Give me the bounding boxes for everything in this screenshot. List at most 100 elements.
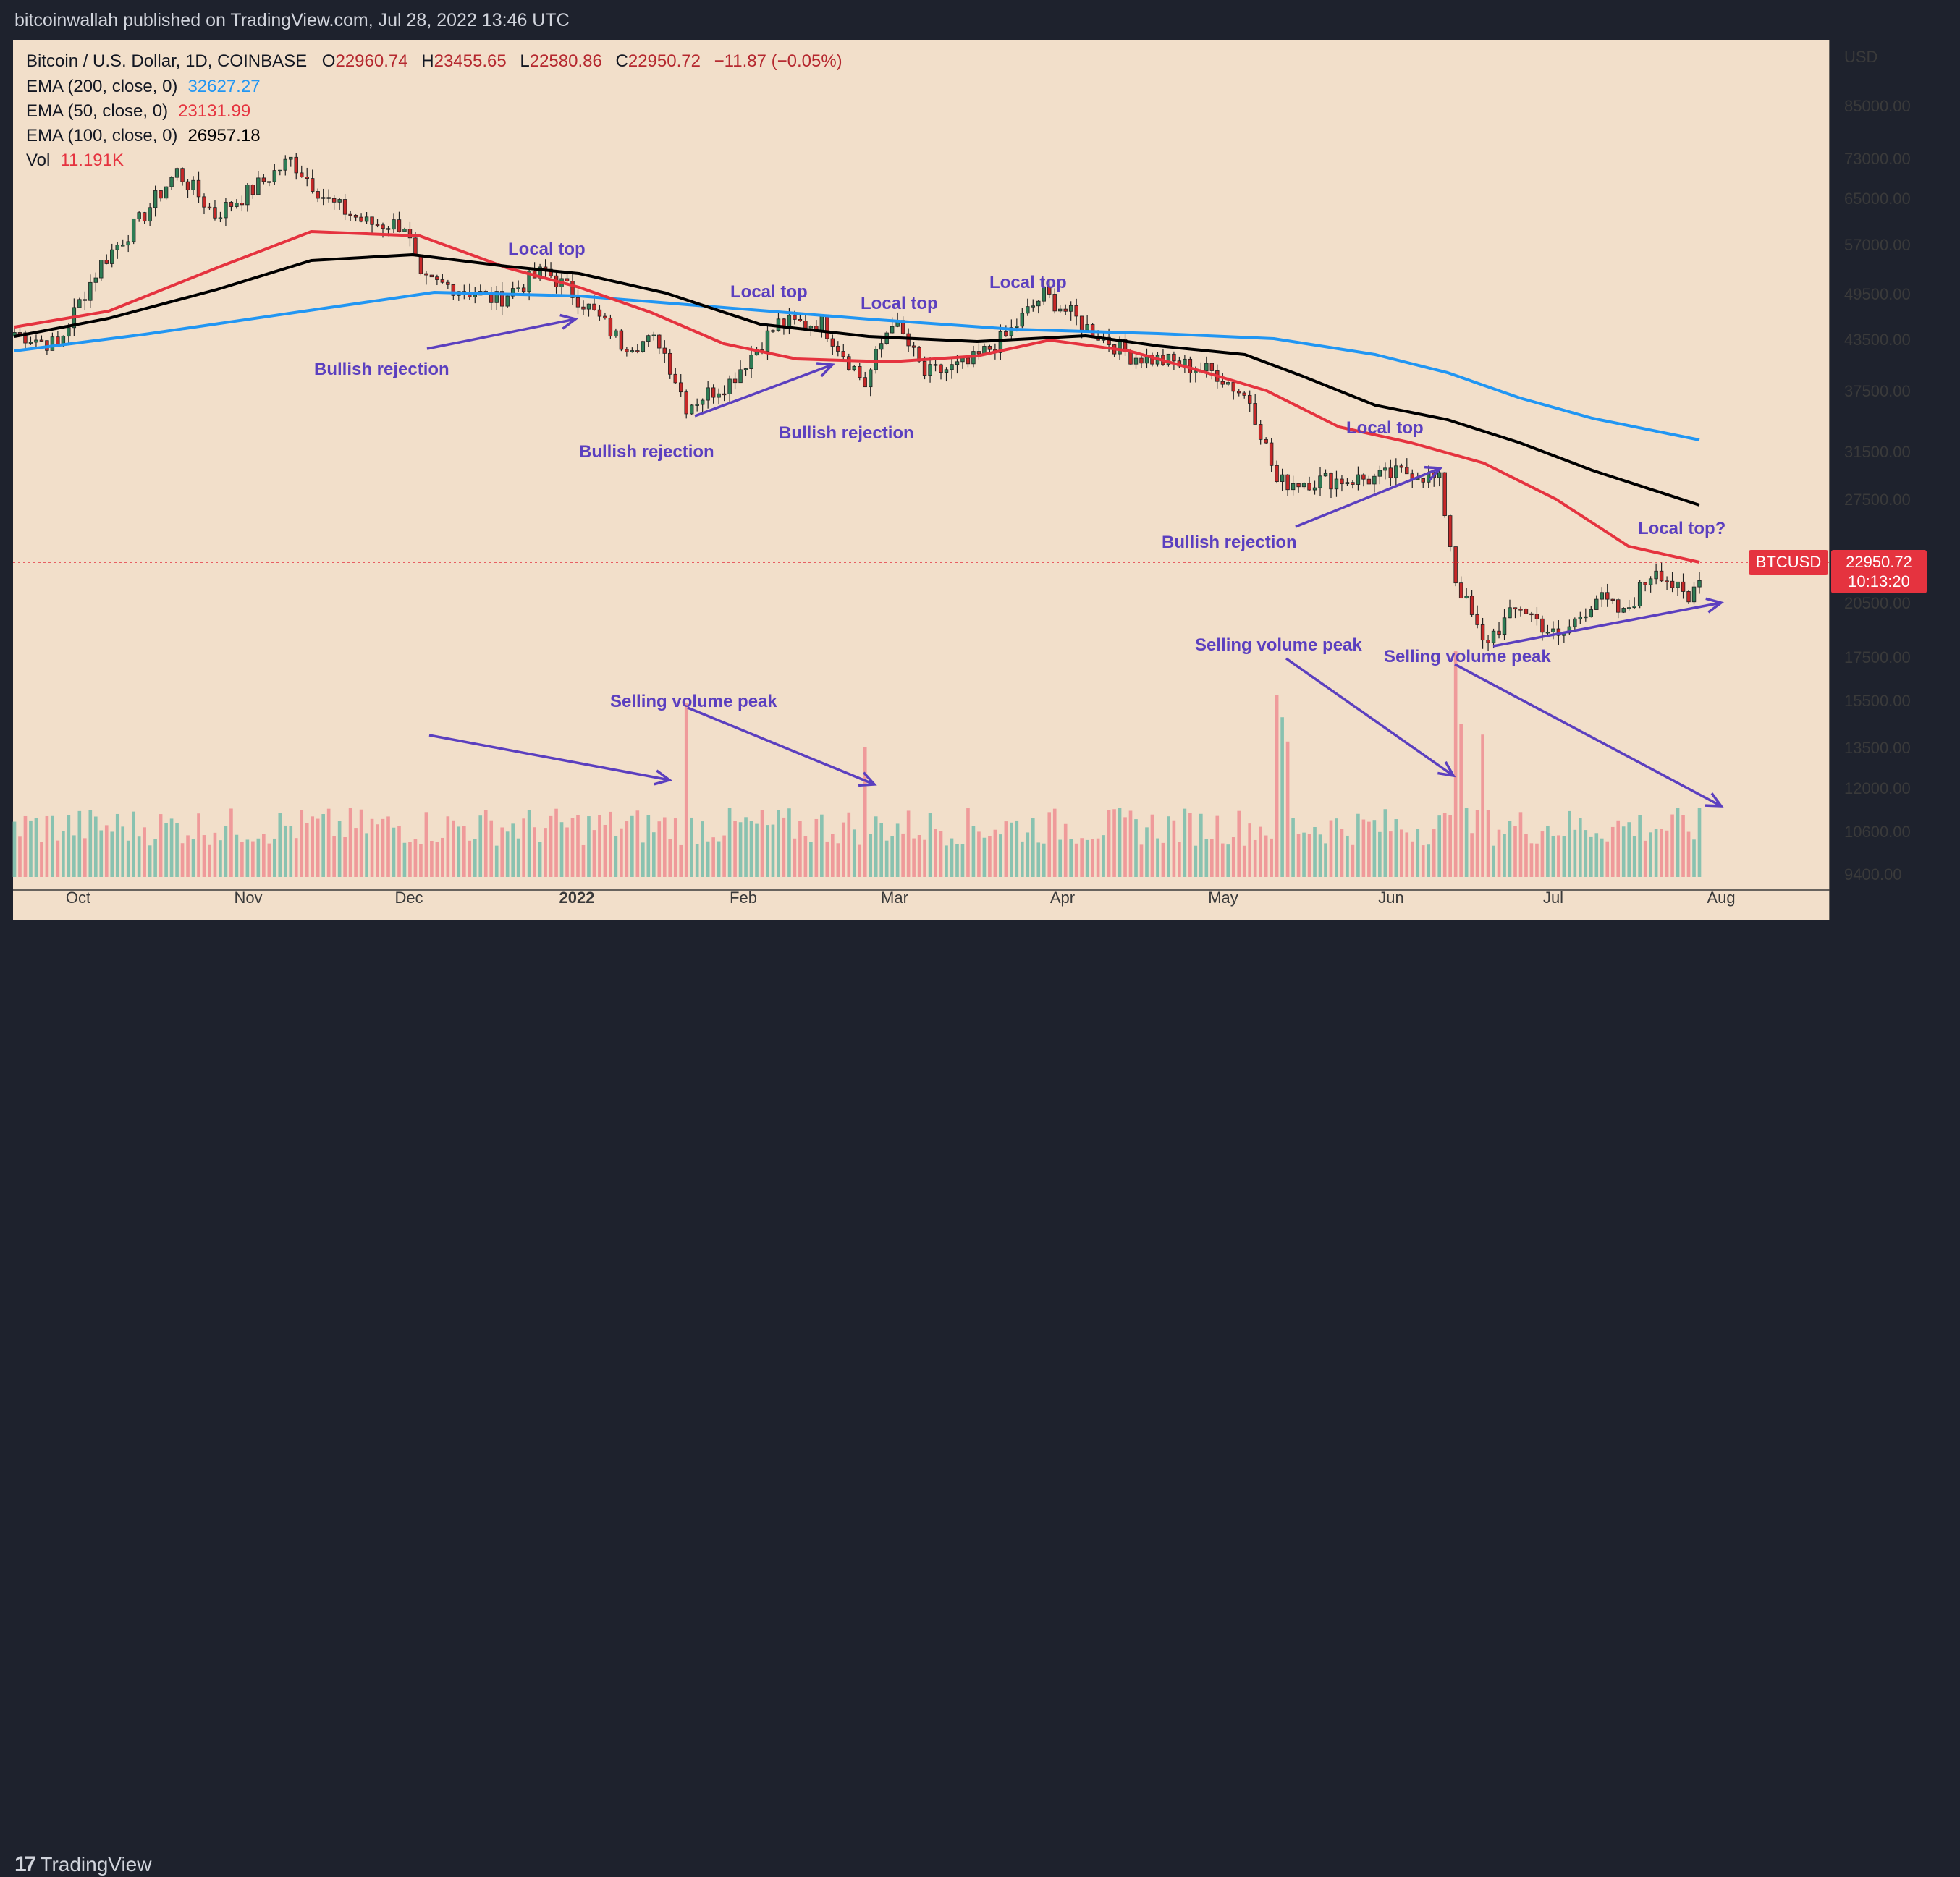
volume-bar: [126, 840, 130, 877]
volume-bar: [711, 837, 715, 877]
volume-bar: [814, 818, 819, 877]
volume-bar: [18, 836, 22, 877]
volume-bar: [1589, 836, 1593, 877]
volume-bar: [782, 817, 786, 877]
volume-bar: [982, 837, 987, 877]
candle-body: [1285, 474, 1290, 491]
tradingview-logo[interactable]: 17 TradingView: [14, 1852, 151, 1877]
candle-body: [641, 341, 646, 352]
volume-bar: [809, 842, 813, 877]
candle-body: [413, 237, 418, 256]
annotation-bullish-rejection-1: Bullish rejection: [314, 360, 449, 379]
volume-bar: [354, 828, 358, 877]
candle-body: [1621, 608, 1626, 613]
volume-bar: [966, 808, 970, 877]
volume-bar: [137, 836, 141, 877]
candle-body: [793, 315, 797, 320]
volume-bar: [690, 817, 694, 877]
volume-bar: [771, 824, 775, 877]
volume-bar: [1015, 820, 1019, 877]
candle-body: [1280, 474, 1285, 483]
volume-bar: [365, 833, 368, 877]
candle-body: [39, 339, 44, 342]
candle-body: [1648, 578, 1653, 585]
volume-bar: [1264, 835, 1268, 877]
volume-bar: [1123, 817, 1127, 877]
volume-bar: [202, 835, 206, 877]
price-tick-label: 65000.00: [1844, 190, 1911, 208]
candle-body: [966, 357, 971, 365]
candle-body: [142, 212, 147, 222]
candle-body: [1275, 465, 1279, 483]
candle-body: [527, 271, 531, 292]
volume-bar: [326, 808, 331, 877]
volume-bar: [1432, 829, 1436, 877]
candle-body: [1063, 308, 1068, 312]
candle-body: [911, 345, 916, 348]
candle-body: [922, 360, 927, 376]
volume-bar: [473, 839, 477, 877]
volume-bar: [462, 826, 466, 877]
annotation-arrow-head: [654, 769, 672, 786]
price-tick-label: 73000.00: [1844, 150, 1911, 168]
volume-bar: [457, 826, 461, 877]
volume-bar: [305, 823, 309, 877]
volume-bar: [820, 814, 824, 877]
candle-body: [342, 199, 347, 215]
volume-bar: [1518, 812, 1523, 877]
volume-bar: [760, 810, 764, 877]
volume-bar: [511, 823, 515, 877]
time-axis[interactable]: Oct Nov Dec 2022 Feb Mar Apr May Jun Jul Aug: [66, 889, 1736, 907]
volume-bar: [1475, 810, 1479, 877]
candle-body: [700, 399, 705, 405]
volume-bar: [224, 826, 228, 877]
candle-body: [185, 181, 190, 190]
legend-o-key: O: [322, 51, 336, 71]
volume-bar: [988, 836, 992, 877]
volume-bar: [408, 842, 412, 877]
footer-bar: 17 TradingView: [0, 920, 1960, 1876]
volume-bar: [1546, 826, 1550, 877]
candle-body: [473, 295, 477, 297]
chart[interactable]: USD 85000.00 73000.00 65000.00 57000.00 4950…: [0, 0, 1960, 970]
volume-bar: [1356, 813, 1360, 877]
volume-bar: [1437, 815, 1442, 877]
candle-body: [305, 177, 309, 179]
volume-bar: [684, 703, 688, 877]
volume-bar: [977, 831, 981, 877]
volume-bar: [505, 831, 510, 877]
candle-body: [1242, 392, 1246, 396]
candle-body: [386, 228, 391, 230]
volume-bar: [1416, 829, 1420, 877]
candle-body: [1643, 582, 1647, 585]
candle-body: [955, 361, 960, 365]
volume-bar: [825, 841, 829, 877]
volume-bar: [533, 827, 536, 877]
candle-body: [1345, 482, 1350, 485]
volume-bar: [1470, 833, 1474, 877]
price-axis[interactable]: USD 85000.00 73000.00 65000.00 57000.00 4950…: [13, 40, 1911, 920]
candle-body: [115, 245, 119, 250]
volume-bar: [1676, 808, 1680, 877]
volume-bar: [1335, 818, 1338, 877]
candle-body: [717, 393, 721, 398]
time-tick-label: Nov: [234, 889, 262, 907]
candle-body: [1166, 353, 1171, 365]
volume-bar: [1026, 832, 1030, 877]
candle-body: [1383, 467, 1387, 471]
annotation-arrow: [1492, 601, 1722, 648]
volume-bar: [1649, 832, 1652, 877]
legend-ema200-label: EMA (200, close, 0): [26, 77, 177, 96]
candle-body: [1594, 598, 1599, 610]
volume-bar: [744, 817, 748, 877]
volume-bar: [733, 821, 737, 877]
price-tick-label: 10600.00: [1844, 823, 1911, 841]
annotation-selling-volume-peak-3: Selling volume peak: [1384, 647, 1551, 666]
candle-body: [565, 278, 570, 281]
candle-body: [581, 306, 586, 310]
volume-bar: [56, 840, 60, 877]
volume-bar: [884, 840, 889, 877]
candle-body: [56, 336, 60, 344]
volume-bar: [1584, 830, 1588, 877]
volume-bar: [169, 818, 174, 877]
